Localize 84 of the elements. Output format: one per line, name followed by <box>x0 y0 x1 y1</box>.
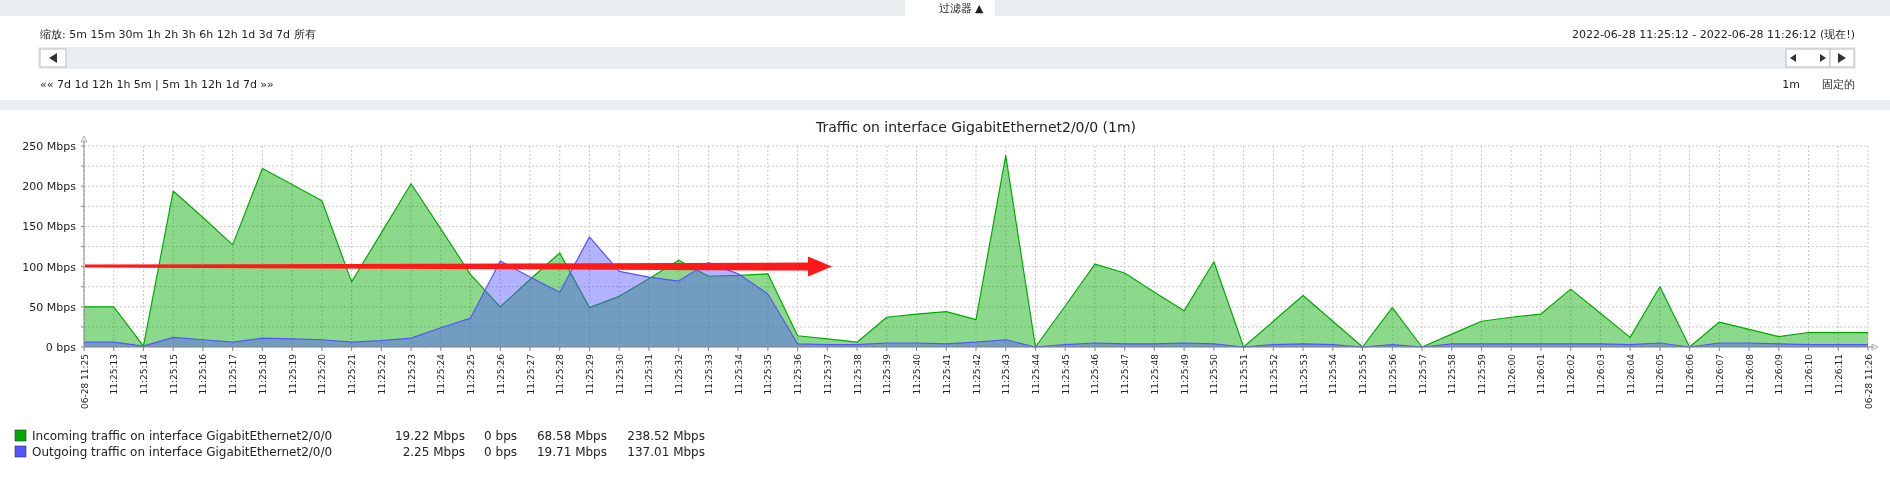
x-tick-label: 11:25:53 <box>1298 354 1309 395</box>
x-tick-label: 11:25:54 <box>1328 353 1339 395</box>
y-tick-label: 250 Mbps <box>22 140 77 153</box>
x-tick-label: 11:25:58 <box>1447 353 1458 395</box>
x-tick-label: 11:25:42 <box>971 354 982 395</box>
text: 固定的 <box>1822 78 1855 91</box>
x-tick-label: 06-28 11:25 <box>79 354 90 409</box>
x-tick-label: 11:25:16 <box>198 353 209 395</box>
x-tick-label: 11:25:50 <box>1209 353 1220 395</box>
x-tick-label: 11:25:37 <box>822 354 833 395</box>
text: 2.25 Mbps <box>402 445 465 459</box>
y-tick-label: 50 Mbps <box>29 300 77 314</box>
text: «« 7d 1d 12h 1h 5m | 5m 1h 12h 1d 7d »» <box>40 78 274 91</box>
legend-label: Outgoing traffic on interface GigabitEthernet2/0/0 <box>32 445 333 459</box>
x-tick-label: 11:25:34 <box>733 353 744 395</box>
x-tick-label: 11:25:20 <box>317 353 328 395</box>
x-tick-label: 11:25:40 <box>912 353 923 395</box>
x-tick-label: 11:25:39 <box>882 353 893 395</box>
x-tick-label: 11:25:38 <box>852 353 863 395</box>
x-tick-label: 11:25:26 <box>495 353 506 395</box>
x-tick-label: 11:25:49 <box>1179 353 1190 395</box>
x-tick-label: 11:25:27 <box>525 354 536 395</box>
text: 238.52 Mbps <box>627 429 705 443</box>
x-tick-label: 11:26:03 <box>1595 354 1606 395</box>
x-tick-label: 11:25:24 <box>436 353 447 395</box>
text: 过滤器 ▲ <box>938 2 985 15</box>
x-tick-label: 11:26:05 <box>1655 354 1666 395</box>
x-tick-label: 11:25:35 <box>763 354 774 395</box>
text: 19.22 Mbps <box>394 429 465 443</box>
y-tick-label: 150 Mbps <box>22 220 77 234</box>
x-tick-label: 11:26:00 <box>1506 353 1517 395</box>
x-tick-label: 11:25:51 <box>1239 354 1250 395</box>
x-tick-label: 11:25:23 <box>406 354 417 395</box>
x-tick-label: 11:25:22 <box>376 354 387 395</box>
x-tick-label: 11:25:17 <box>228 354 239 395</box>
x-tick-label: 11:25:30 <box>614 353 625 395</box>
x-tick-label: 11:25:48 <box>1149 353 1160 395</box>
text: 137.01 Mbps <box>627 445 705 459</box>
x-tick-label: 11:25:21 <box>347 354 358 395</box>
x-tick-label: 11:26:07 <box>1714 354 1725 395</box>
x-tick-label: 11:25:55 <box>1358 354 1369 395</box>
x-tick-label: 11:25:52 <box>1268 354 1279 395</box>
x-tick-label: 11:25:18 <box>257 353 268 395</box>
x-tick-label: 11:26:04 <box>1625 353 1636 395</box>
y-tick-label: 200 Mbps <box>22 180 77 194</box>
text: 19.71 Mbps <box>536 445 607 459</box>
text: 0 bps <box>484 445 517 459</box>
x-tick-label: 11:25:59 <box>1476 353 1487 395</box>
x-tick-label: 11:25:29 <box>584 353 595 395</box>
x-tick-label: 11:25:25 <box>466 354 477 395</box>
x-tick-label: 11:26:09 <box>1774 353 1785 395</box>
y-tick-label: 100 Mbps <box>22 260 77 274</box>
x-tick-label: 11:25:33 <box>703 354 714 395</box>
x-tick-label: 11:25:31 <box>644 354 655 395</box>
text: 2022-06-28 11:25:12 - 2022-06-28 11:26:12 (现在!) <box>1571 28 1855 41</box>
x-tick-label: 11:26:10 <box>1804 353 1815 395</box>
x-tick-label: 11:25:32 <box>674 354 685 395</box>
x-tick-label: 11:26:11 <box>1833 354 1844 395</box>
y-tick-label: 0 bps <box>45 341 77 354</box>
x-tick-label: 11:25:45 <box>1060 354 1071 395</box>
x-tick-label: 11:26:01 <box>1536 354 1547 395</box>
x-tick-label: 11:26:02 <box>1566 354 1577 395</box>
chart-title: Traffic on interface GigabitEthernet2/0/0 (1m) <box>814 119 1137 135</box>
x-tick-label: 11:25:36 <box>793 353 804 395</box>
x-tick-label: 11:25:15 <box>168 354 179 395</box>
x-tick-label: 11:25:47 <box>1120 354 1131 395</box>
x-tick-label: 11:26:08 <box>1744 353 1755 395</box>
x-tick-label: 06-28 11:26 <box>1863 353 1874 409</box>
x-tick-label: 11:25:43 <box>1001 354 1012 395</box>
x-tick-label: 11:25:46 <box>1090 353 1101 395</box>
legend-label: Incoming traffic on interface GigabitEthernet2/0/0 <box>32 429 333 443</box>
text: 0 bps <box>484 429 517 443</box>
x-tick-label: 11:25:41 <box>941 354 952 395</box>
text: 68.58 Mbps <box>536 429 607 443</box>
x-tick-label: 11:25:14 <box>138 353 149 395</box>
x-tick-label: 11:25:56 <box>1387 353 1398 395</box>
x-tick-label: 11:25:44 <box>1030 353 1041 395</box>
text: 缩放: 5m 15m 30m 1h 2h 3h 6h 12h 1d 3d 7d 所有 <box>40 28 316 41</box>
x-tick-label: 11:25:19 <box>287 353 298 395</box>
x-tick-label: 11:25:57 <box>1417 354 1428 395</box>
x-tick-label: 11:25:28 <box>555 353 566 395</box>
x-tick-label: 11:26:06 <box>1685 353 1696 395</box>
text: 1m <box>1782 78 1800 91</box>
x-tick-label: 11:25:13 <box>109 354 120 395</box>
